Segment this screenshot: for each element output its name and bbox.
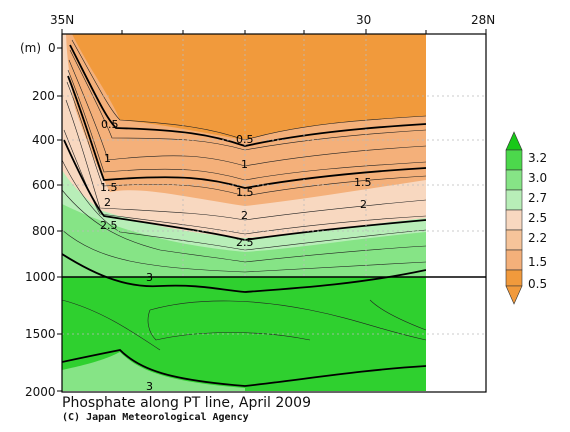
colorbar-label: 2.2: [528, 231, 547, 245]
y-tick-label: 200: [32, 89, 55, 103]
contour-label: 1: [241, 158, 248, 171]
y-tick-label: 600: [32, 178, 55, 192]
contour-label: 3: [146, 271, 153, 284]
colorbar-segment: [505, 249, 523, 271]
chart-credit: (C) Japan Meteorological Agency: [62, 412, 249, 423]
colorbar-label: 1.5: [528, 255, 547, 269]
chart-title: Phosphate along PT line, April 2009: [62, 395, 311, 411]
colorbar-label: 2.7: [528, 191, 547, 205]
colorbar-segment: [505, 149, 523, 171]
contour-lines-deep-bold: [62, 349, 427, 387]
y-tick-label: 1500: [25, 327, 56, 341]
y-tick-label: 400: [32, 133, 55, 147]
band-deep-3.2: [62, 352, 245, 391]
colorbar-label: 3.0: [528, 171, 547, 185]
contour-lines-bold: [62, 44, 427, 293]
colorbar-segment: [505, 209, 523, 231]
y-tick-label: 0: [48, 41, 56, 55]
section-field: [62, 34, 486, 392]
colorbar-label: 0.5: [528, 277, 547, 291]
contour-lines: [62, 39, 427, 273]
contour-label: 2: [241, 209, 248, 222]
x-tick-label: 28N: [471, 13, 495, 27]
contour-label: 1.5: [354, 176, 372, 189]
colorbar-bottom-arrow: [505, 285, 523, 305]
plot-frame: [61, 33, 487, 393]
colorbar-top-arrow: [505, 131, 523, 151]
y-tick-label: 800: [32, 224, 55, 238]
colorbar: 3.2 3.0 2.7 2.5 2.2 1.5 0.5: [505, 131, 547, 305]
contour-label: 1: [104, 152, 111, 165]
colorbar-label: 3.2: [528, 151, 547, 165]
contour-label: 1.5: [100, 181, 118, 194]
y-tick-label: 1000: [25, 270, 56, 284]
contour-label: 2: [104, 196, 111, 209]
contour-label: 2.5: [236, 236, 254, 249]
x-tick-label: 35N: [50, 13, 74, 27]
y-axis: (m) 0 200 400 600 800 1000 1500 2000: [20, 41, 62, 399]
contour-label: 0.5: [101, 118, 119, 131]
y-tick-label: 2000: [25, 385, 56, 399]
colorbar-segment: [505, 169, 523, 191]
contour-label: 3: [146, 380, 153, 393]
contour-lines-deep: [62, 299, 427, 351]
colorbar-segment: [505, 189, 523, 211]
no-data-area: [426, 34, 486, 392]
x-axis: 35N 30 28N: [50, 13, 495, 34]
x-tick-label: 30: [356, 13, 371, 27]
contour-label: 1.5: [236, 186, 254, 199]
contour-label: 2.5: [100, 219, 118, 232]
contour-label-group: 0.5 0.5 1 1 1.5 1.5 1.5 2 2 2 2.5 2.5 3 …: [100, 118, 372, 393]
colorbar-segment: [505, 229, 523, 251]
band-0.5: [72, 34, 426, 140]
colorbar-label: 2.5: [528, 211, 547, 225]
contour-label: 0.5: [236, 133, 254, 146]
colorbar-segment: [505, 269, 523, 287]
grid-lines: [62, 34, 486, 335]
y-axis-unit: (m): [20, 41, 41, 55]
contour-label: 2: [360, 198, 367, 211]
